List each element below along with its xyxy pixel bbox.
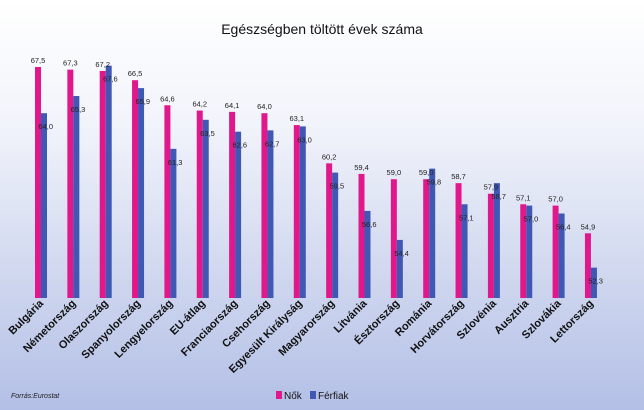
legend: Nők Férfiak	[276, 391, 350, 402]
value-label-nok-cat-0: 67,5	[31, 56, 46, 65]
value-label-ferfiak-cat-15: 57,0	[524, 215, 539, 224]
chart-title: Egészségben töltött évek száma	[221, 21, 423, 37]
value-label-nok-cat-3: 66,5	[128, 69, 143, 78]
value-label-nok-cat-14: 57,9	[484, 183, 499, 192]
bar-nok-cat-7	[261, 113, 268, 298]
bar-ferfiak-cat-8	[299, 126, 306, 299]
bar-nok-cat-12	[423, 179, 430, 298]
bar-ferfiak-cat-7	[267, 130, 274, 298]
value-label-nok-cat-11: 59,0	[387, 168, 402, 177]
value-label-nok-cat-12: 59,0	[419, 168, 434, 177]
value-label-ferfiak-cat-0: 64,0	[38, 122, 53, 131]
value-label-ferfiak-cat-3: 65,9	[135, 97, 150, 106]
value-label-ferfiak-cat-9: 59,5	[330, 182, 345, 191]
bar-nok-cat-9	[326, 163, 333, 298]
value-label-ferfiak-cat-5: 63,5	[200, 129, 215, 138]
value-label-ferfiak-cat-13: 57,1	[459, 213, 474, 222]
source-note: Forrás:Eurostat	[11, 393, 60, 400]
bar-ferfiak-cat-14	[493, 183, 500, 298]
bar-nok-cat-1	[67, 69, 74, 298]
bar-ferfiak-cat-10	[364, 210, 371, 298]
bar-nok-cat-17	[584, 233, 591, 298]
bar-ferfiak-cat-15	[526, 205, 533, 298]
category-label-cat-4: Lengyelország	[113, 298, 176, 361]
bar-nok-cat-4	[164, 105, 171, 298]
bar-nok-cat-11	[390, 179, 397, 298]
bar-ferfiak-cat-16	[558, 213, 565, 298]
legend-label-nok: Nők	[284, 391, 303, 402]
bar-ferfiak-cat-17	[590, 267, 597, 298]
value-label-ferfiak-cat-17: 52,3	[588, 277, 603, 286]
value-label-ferfiak-cat-6: 62,6	[232, 141, 247, 150]
bar-ferfiak-cat-6	[235, 131, 242, 298]
value-label-ferfiak-cat-10: 56,6	[362, 220, 377, 229]
bar-nok-cat-13	[455, 183, 462, 298]
bar-nok-cat-0	[35, 67, 41, 298]
bar-ferfiak-cat-12	[429, 168, 436, 298]
value-label-ferfiak-cat-8: 63,0	[297, 135, 312, 144]
bar-nok-cat-15	[520, 204, 527, 298]
value-label-ferfiak-cat-11: 54,4	[394, 249, 409, 258]
value-label-nok-cat-6: 64,1	[225, 101, 240, 110]
value-label-nok-cat-1: 67,3	[63, 59, 78, 68]
bar-ferfiak-cat-11	[396, 239, 403, 298]
bar-ferfiak-cat-5	[202, 119, 209, 298]
value-label-ferfiak-cat-16: 56,4	[556, 223, 571, 232]
bar-nok-cat-5	[196, 110, 203, 298]
bar-nok-cat-10	[358, 173, 365, 298]
value-label-nok-cat-15: 57,1	[516, 193, 531, 202]
bar-ferfiak-cat-3	[138, 88, 145, 299]
bar-ferfiak-cat-13	[461, 204, 468, 298]
bar-nok-cat-14	[487, 193, 494, 298]
value-label-nok-cat-10: 59,4	[354, 163, 369, 172]
value-label-nok-cat-2: 67,2	[95, 60, 110, 69]
value-label-nok-cat-16: 57,0	[548, 195, 563, 204]
bars-group	[35, 65, 597, 299]
value-label-ferfiak-cat-1: 65,3	[71, 105, 86, 114]
category-label-cat-3: Spanyolország	[79, 298, 143, 362]
bar-nok-cat-16	[552, 205, 559, 298]
value-label-nok-cat-4: 64,6	[160, 94, 175, 103]
value-label-nok-cat-7: 64,0	[257, 102, 272, 111]
category-label-cat-6: Franciaország	[179, 298, 240, 359]
bar-ferfiak-cat-4	[170, 148, 177, 298]
category-label-cat-9: Magyarország	[276, 298, 337, 359]
legend-swatch-nok	[276, 391, 282, 399]
bar-ferfiak-cat-2	[105, 65, 112, 299]
value-label-ferfiak-cat-2: 67,6	[103, 75, 118, 84]
value-label-ferfiak-cat-14: 58,7	[491, 192, 506, 201]
legend-swatch-ferfiak	[310, 391, 316, 399]
value-labels-group: 67,5 64,0 67,3 65,3 67,2 67,6 66,5 65,9 64,6 61,3…	[31, 56, 603, 286]
value-label-nok-cat-13: 58,7	[451, 172, 466, 181]
bar-ferfiak-cat-1	[73, 96, 80, 298]
bar-nok-cat-8	[293, 125, 300, 298]
value-label-nok-cat-9: 60,2	[322, 152, 337, 161]
value-label-ferfiak-cat-7: 62,7	[265, 139, 280, 148]
legend-label-ferfiak: Férfiak	[318, 391, 350, 402]
bar-ferfiak-cat-0	[41, 113, 47, 298]
value-label-ferfiak-cat-4: 61,3	[168, 158, 183, 167]
bar-ferfiak-cat-9	[332, 172, 339, 298]
bar-nok-cat-3	[132, 80, 139, 298]
bar-nok-cat-6	[229, 111, 236, 298]
category-labels-group: BulgáriaNémetországOlaszországSpanyolors…	[7, 297, 597, 376]
value-label-nok-cat-17: 54,9	[581, 222, 596, 231]
value-label-ferfiak-cat-12: 59,8	[427, 178, 442, 187]
bar-nok-cat-2	[99, 70, 106, 299]
value-label-nok-cat-8: 63,1	[289, 114, 304, 123]
value-label-nok-cat-5: 64,2	[192, 100, 207, 109]
